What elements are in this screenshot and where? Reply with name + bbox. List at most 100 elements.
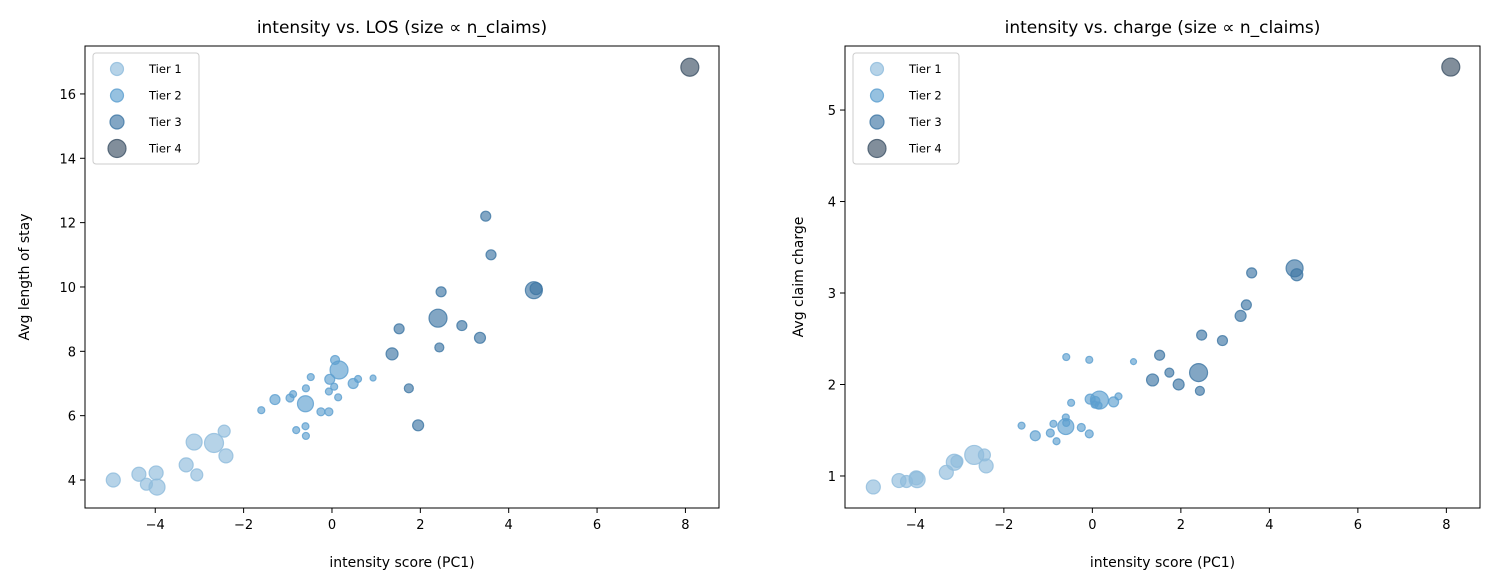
legend-box	[92, 52, 200, 165]
data-point	[329, 360, 349, 380]
data-point	[1234, 309, 1247, 322]
data-point	[353, 374, 363, 384]
data-point	[1049, 419, 1058, 428]
x-tick-label: −4	[906, 518, 925, 533]
legend: Tier 1 Tier 2 Tier 3 Tier 4	[92, 52, 200, 165]
legend-label: Tier 4	[908, 142, 942, 156]
data-point	[680, 57, 700, 77]
data-point	[865, 479, 881, 495]
data-point	[1216, 334, 1229, 347]
data-point	[190, 468, 204, 482]
data-point	[1114, 392, 1123, 401]
legend-label: Tier 3	[148, 115, 182, 129]
data-point	[393, 323, 405, 335]
x-tick-label: −2	[234, 518, 253, 533]
y-tick-label: 1	[828, 470, 836, 485]
x-tick-label: 2	[1177, 518, 1185, 533]
data-point	[1154, 349, 1166, 361]
chart-panel-1: −4 −2 0 2 4 6 8 4 6 8 10 12 14 16 intensity vs. LOS (s…	[17, 18, 720, 571]
y-tick-label: 5	[828, 104, 836, 119]
legend-marker	[109, 61, 125, 77]
x-tick-label: 6	[593, 518, 601, 533]
chart-title: intensity vs. charge (size ∝ n_claims)	[1005, 18, 1321, 38]
legend-box	[852, 52, 960, 165]
data-point	[257, 406, 266, 415]
x-tick-label: 2	[416, 518, 424, 533]
data-point	[1188, 363, 1209, 383]
data-point	[480, 210, 492, 222]
data-point	[1067, 398, 1076, 407]
data-point	[412, 419, 425, 432]
data-point	[1194, 385, 1205, 396]
data-point	[316, 407, 326, 417]
plot-frame	[84, 45, 720, 509]
data-point	[369, 374, 377, 382]
data-point	[529, 281, 543, 296]
data-point	[1129, 358, 1138, 366]
data-point	[203, 432, 225, 454]
data-point	[296, 395, 315, 413]
x-tick-label: 8	[1442, 518, 1450, 533]
x-tick-label: 0	[328, 518, 336, 533]
y-axis-label: Avg length of stay	[17, 213, 33, 340]
data-point	[428, 308, 448, 328]
chart-title: intensity vs. LOS (size ∝ n_claims)	[257, 18, 547, 38]
y-tick-label: 14	[59, 152, 76, 167]
legend-label: Tier 4	[148, 142, 182, 156]
data-point	[292, 426, 301, 435]
data-point	[288, 390, 298, 399]
data-point	[1196, 329, 1208, 341]
data-point	[434, 342, 445, 353]
data-point	[1085, 355, 1094, 364]
y-tick-label: 4	[68, 474, 76, 489]
y-axis-label: Avg claim charge	[791, 217, 807, 338]
data-point	[403, 383, 414, 394]
data-point	[945, 453, 963, 471]
y-tick-label: 16	[59, 88, 76, 103]
y-tick-label: 3	[828, 287, 836, 302]
data-point	[334, 393, 343, 402]
data-point	[1240, 299, 1252, 311]
data-point	[1062, 352, 1071, 362]
x-tick-label: 8	[681, 518, 689, 533]
y-tick-label: 10	[59, 281, 76, 296]
data-point	[1045, 428, 1055, 438]
data-point	[301, 431, 311, 441]
legend-label: Tier 1	[148, 62, 182, 76]
data-point	[324, 387, 333, 396]
data-point	[1057, 417, 1075, 436]
data-point	[485, 249, 497, 261]
data-point	[1017, 421, 1026, 430]
x-tick-label: 4	[1265, 518, 1273, 533]
data-point	[1052, 437, 1061, 446]
legend-marker	[869, 114, 885, 130]
x-tick-label: −4	[146, 518, 165, 533]
y-tick-label: 6	[68, 410, 76, 425]
data-point	[330, 382, 339, 391]
data-point	[1076, 422, 1086, 433]
data-point	[148, 478, 166, 496]
data-point	[185, 433, 203, 451]
data-point	[978, 458, 994, 474]
y-tick-label: 4	[828, 196, 836, 211]
y-tick-label: 2	[828, 378, 836, 393]
data-point	[131, 466, 147, 482]
legend-marker	[869, 88, 885, 103]
data-point	[1029, 430, 1041, 442]
x-tick-label: 4	[505, 518, 513, 533]
data-point	[456, 319, 468, 332]
legend-label: Tier 2	[148, 89, 182, 103]
data-point	[217, 424, 231, 438]
legend-marker	[867, 138, 887, 159]
data-point	[105, 472, 121, 488]
data-point	[148, 465, 164, 481]
data-point	[1172, 378, 1185, 391]
data-point	[1164, 367, 1175, 378]
x-axis-label: intensity score (PC1)	[329, 555, 474, 571]
data-point	[385, 347, 399, 361]
legend: Tier 1 Tier 2 Tier 3 Tier 4	[852, 52, 960, 165]
legend-marker	[109, 88, 125, 103]
legend-marker	[869, 61, 885, 77]
data-point	[301, 422, 310, 431]
legend-label: Tier 2	[908, 89, 942, 103]
